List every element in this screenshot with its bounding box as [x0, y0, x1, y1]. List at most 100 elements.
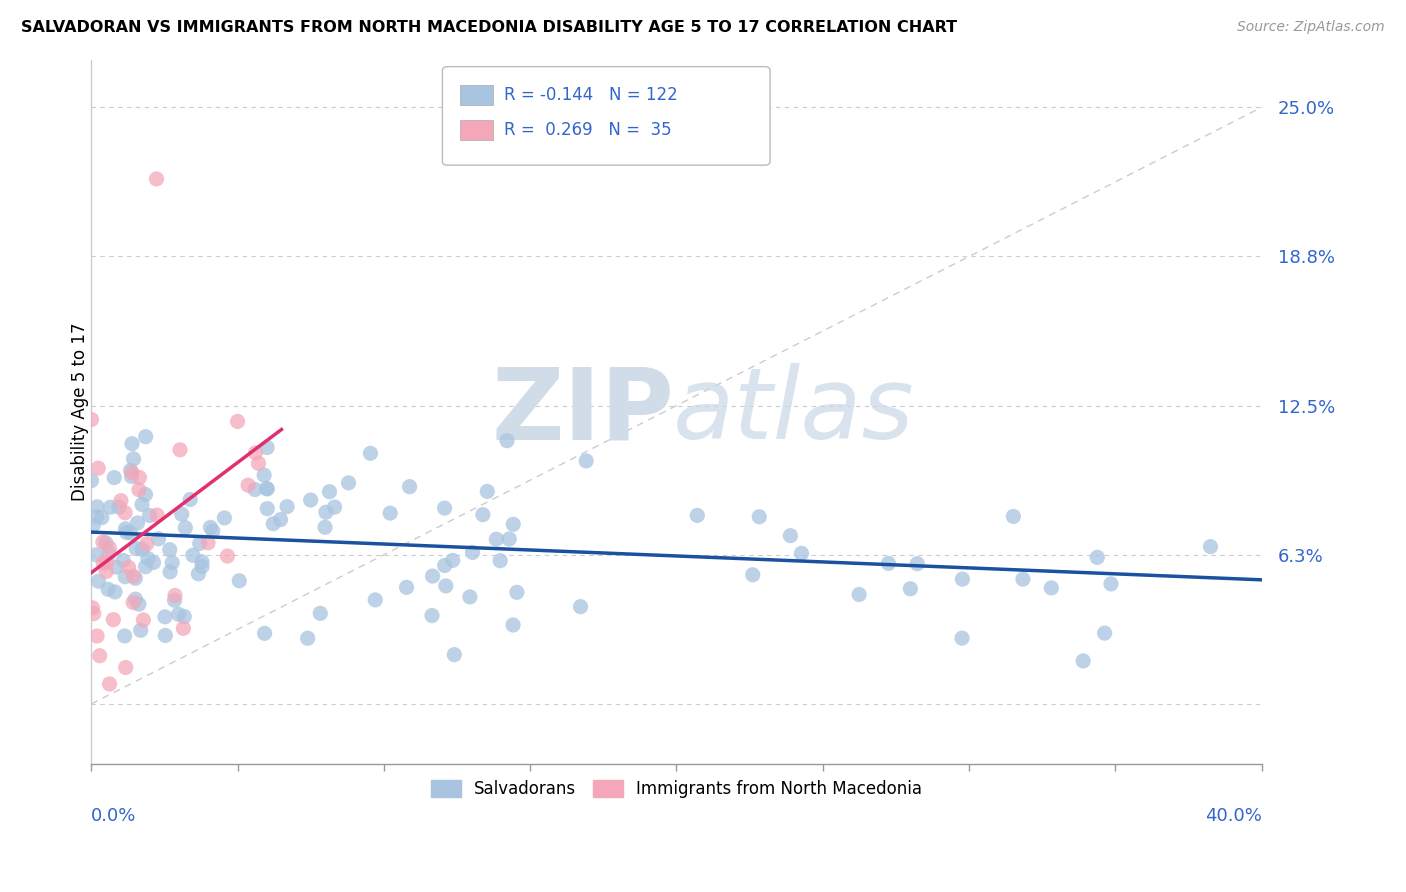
- Point: [201, 524, 224, 538]
- Point: [108, 500, 131, 515]
- Point: [128, 470, 150, 484]
- Point: [1071, 654, 1094, 668]
- Point: [950, 631, 973, 645]
- Point: [461, 545, 484, 559]
- Point: [91, 535, 114, 549]
- Point: [100, 500, 122, 515]
- FancyBboxPatch shape: [443, 67, 770, 165]
- Point: [502, 517, 524, 532]
- Point: [380, 506, 402, 520]
- Point: [458, 590, 481, 604]
- Point: [848, 587, 870, 601]
- Point: [114, 570, 136, 584]
- Point: [97, 546, 120, 560]
- Point: [97, 582, 120, 597]
- Point: [131, 542, 153, 557]
- Y-axis label: Disability Age 5 to 17: Disability Age 5 to 17: [72, 322, 89, 500]
- Point: [110, 493, 132, 508]
- Point: [80, 474, 103, 488]
- Point: [245, 446, 267, 460]
- Point: [741, 567, 763, 582]
- Point: [87, 461, 110, 475]
- Text: 0.0%: 0.0%: [91, 806, 136, 824]
- Point: [502, 618, 524, 632]
- Point: [1099, 577, 1122, 591]
- Point: [1002, 509, 1025, 524]
- Point: [120, 525, 142, 540]
- Point: [323, 500, 346, 514]
- Point: [170, 507, 193, 521]
- Point: [134, 487, 156, 501]
- Point: [779, 528, 801, 542]
- Point: [114, 522, 136, 536]
- Point: [256, 482, 278, 496]
- Point: [131, 498, 153, 512]
- Point: [89, 648, 111, 663]
- Point: [253, 468, 276, 483]
- Point: [98, 541, 121, 555]
- Point: [121, 469, 143, 483]
- Point: [950, 572, 973, 586]
- Point: [877, 557, 900, 571]
- FancyBboxPatch shape: [460, 85, 492, 104]
- Text: SALVADORAN VS IMMIGRANTS FROM NORTH MACEDONIA DISABILITY AGE 5 TO 17 CORRELATION: SALVADORAN VS IMMIGRANTS FROM NORTH MACE…: [21, 20, 957, 35]
- Point: [121, 436, 143, 450]
- Point: [112, 553, 135, 567]
- Point: [395, 580, 418, 594]
- Point: [247, 456, 270, 470]
- Point: [191, 555, 214, 569]
- Text: Source: ZipAtlas.com: Source: ZipAtlas.com: [1237, 20, 1385, 34]
- Text: ZIP: ZIP: [491, 363, 675, 460]
- Point: [1094, 626, 1116, 640]
- Point: [159, 542, 181, 557]
- Point: [121, 466, 143, 480]
- Point: [135, 559, 157, 574]
- Point: [270, 512, 292, 526]
- Point: [96, 555, 118, 569]
- Point: [197, 535, 219, 549]
- Point: [256, 482, 278, 496]
- Point: [420, 608, 443, 623]
- Point: [86, 548, 108, 562]
- Point: [128, 483, 150, 497]
- Point: [153, 609, 176, 624]
- Point: [262, 516, 284, 531]
- Point: [145, 172, 167, 186]
- Point: [163, 593, 186, 607]
- Point: [686, 508, 709, 523]
- Point: [434, 579, 457, 593]
- Point: [129, 624, 152, 638]
- Point: [318, 484, 340, 499]
- Point: [163, 589, 186, 603]
- Point: [82, 518, 104, 533]
- Point: [433, 501, 456, 516]
- Point: [498, 532, 520, 546]
- Point: [132, 613, 155, 627]
- Point: [359, 446, 381, 460]
- Point: [98, 677, 121, 691]
- Point: [122, 451, 145, 466]
- Text: R = -0.144   N = 122: R = -0.144 N = 122: [505, 86, 678, 103]
- Point: [159, 565, 181, 579]
- Point: [86, 500, 108, 514]
- Point: [103, 613, 125, 627]
- Point: [299, 493, 322, 508]
- Point: [256, 501, 278, 516]
- Point: [174, 521, 197, 535]
- Point: [146, 508, 169, 523]
- Point: [167, 607, 190, 622]
- Point: [94, 536, 117, 550]
- Point: [181, 548, 204, 562]
- Point: [314, 520, 336, 534]
- Point: [91, 556, 114, 570]
- Point: [104, 585, 127, 599]
- Point: [905, 557, 928, 571]
- Point: [226, 414, 249, 428]
- Point: [297, 632, 319, 646]
- Point: [496, 434, 519, 448]
- Point: [105, 560, 128, 574]
- Point: [188, 536, 211, 550]
- Point: [179, 492, 201, 507]
- Legend: Salvadorans, Immigrants from North Macedonia: Salvadorans, Immigrants from North Maced…: [425, 773, 929, 805]
- Point: [82, 600, 104, 615]
